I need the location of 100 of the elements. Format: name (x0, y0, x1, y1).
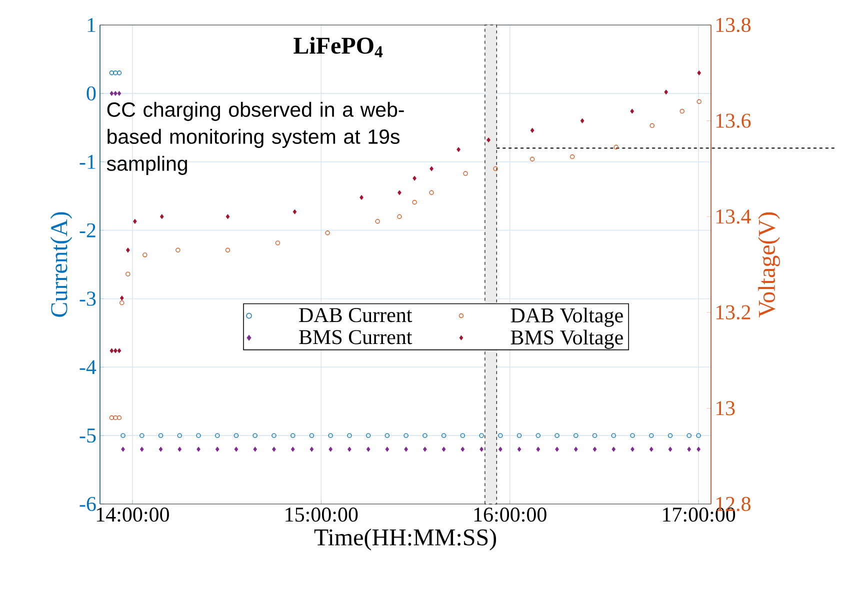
point (680, 108, 684, 114)
y-tick-label: -4 (80, 360, 96, 374)
point (696, 433, 701, 438)
point (442, 446, 446, 452)
x-axis-title: Time(HH:MM:SS) (314, 528, 496, 550)
y-tick-label: -2 (80, 223, 96, 238)
point (114, 91, 118, 96)
point (196, 446, 200, 452)
point (650, 446, 654, 452)
point (158, 433, 164, 438)
x-tick-label: 14:00:00 (96, 508, 169, 522)
point (292, 209, 297, 214)
point (177, 433, 182, 438)
point (366, 446, 370, 452)
point (580, 118, 584, 124)
point (570, 154, 575, 160)
point (574, 446, 578, 452)
point (456, 147, 460, 152)
y2-tick-label: 13.2 (716, 305, 750, 320)
point (463, 171, 468, 176)
point (664, 90, 668, 94)
point (216, 446, 220, 452)
point (486, 138, 490, 142)
point (498, 446, 502, 452)
point (110, 91, 114, 96)
point (480, 446, 484, 452)
point (479, 433, 484, 438)
point (113, 415, 118, 420)
point (252, 433, 258, 438)
point (574, 433, 578, 438)
point (347, 433, 352, 438)
point (226, 214, 230, 219)
point (196, 433, 201, 438)
point (555, 446, 559, 452)
y2-tick-label: 13.4 (716, 209, 751, 224)
point (121, 446, 125, 452)
point (554, 433, 560, 438)
point (275, 240, 280, 246)
y2-tick-label: 13.8 (716, 18, 750, 32)
point (120, 300, 124, 306)
point (517, 446, 522, 452)
point (630, 446, 634, 452)
point (109, 415, 114, 420)
legend-label: BMS Voltage (510, 330, 623, 349)
point (516, 433, 522, 438)
point (176, 248, 180, 252)
legend-label: DAB Current (299, 308, 412, 322)
legend-label: DAB Voltage (510, 308, 623, 327)
point (133, 219, 137, 224)
y-tick-label: 1 (88, 18, 96, 32)
point (412, 176, 416, 181)
point (630, 433, 635, 438)
point (668, 433, 673, 438)
point (630, 108, 634, 114)
point (493, 166, 498, 172)
point (117, 348, 122, 354)
point (120, 433, 126, 438)
point (116, 415, 122, 420)
point (611, 433, 616, 438)
point (404, 446, 408, 452)
y-axis-title: Current(A) (50, 212, 72, 317)
y2-tick-label: 13 (716, 401, 735, 416)
point (530, 156, 535, 162)
point (360, 195, 364, 200)
annotation: CC charging observed in a web-based monitoring system at 19s sampling (106, 102, 404, 175)
point (140, 446, 144, 452)
point (178, 446, 182, 452)
point (397, 214, 402, 219)
point (430, 166, 434, 172)
point (325, 230, 330, 236)
point (536, 446, 540, 452)
point (668, 446, 672, 452)
point (310, 446, 314, 452)
point (290, 433, 296, 438)
point (114, 348, 118, 354)
point (348, 446, 352, 452)
point (460, 446, 465, 452)
point (117, 91, 122, 96)
point (215, 433, 220, 438)
point (385, 446, 390, 452)
chart-title: LiFePO$_{4}$ (294, 36, 383, 58)
point (441, 433, 446, 438)
legend-label: BMS Current (299, 330, 412, 344)
point (460, 433, 466, 438)
point (696, 446, 700, 452)
point (110, 348, 114, 354)
point (253, 446, 257, 452)
point (309, 433, 314, 438)
point (160, 214, 164, 219)
point (423, 446, 427, 452)
point (536, 433, 540, 438)
y-tick-label: -6 (80, 496, 96, 512)
x-tick-label: 15:00:00 (286, 508, 358, 522)
point (592, 433, 598, 438)
y2-axis-title: Voltage(V) (758, 212, 780, 318)
point (225, 248, 230, 252)
point (412, 200, 417, 205)
y-tick-label: 0 (86, 86, 96, 101)
x-tick-label: 16:00:00 (474, 508, 546, 522)
point (234, 446, 238, 452)
